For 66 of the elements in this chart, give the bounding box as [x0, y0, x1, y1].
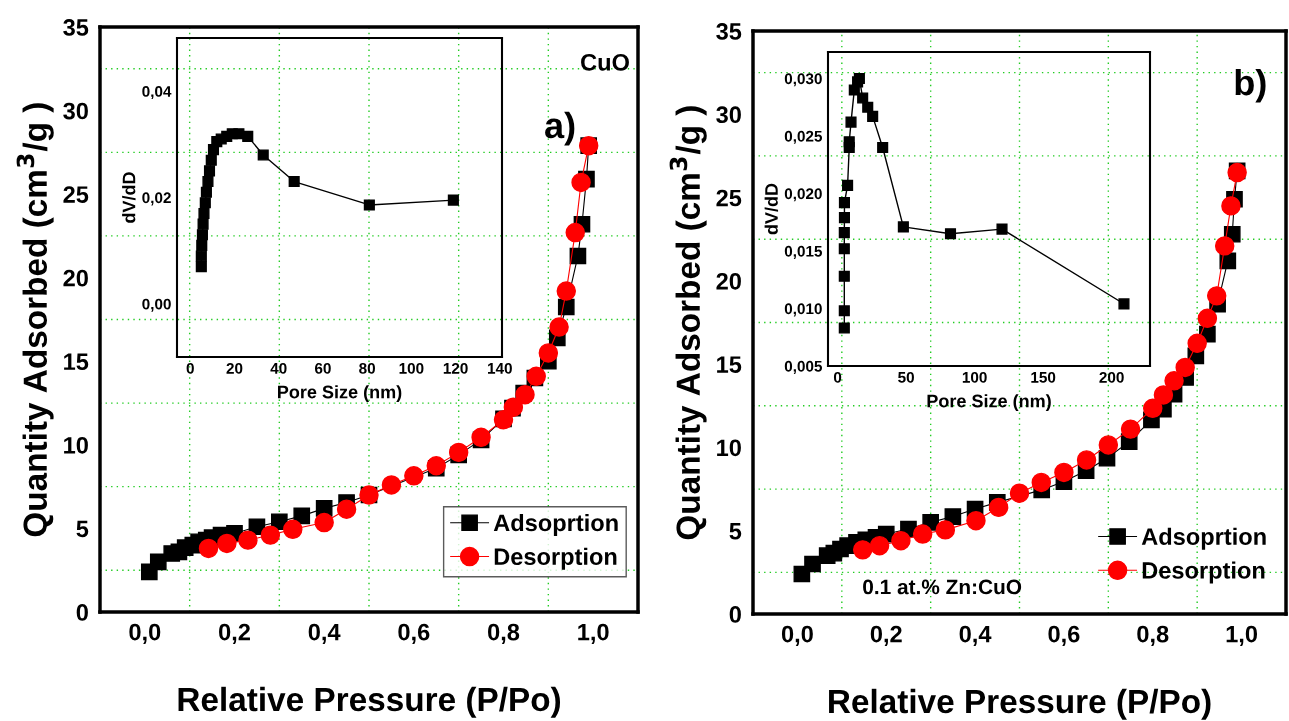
- x-tick-label: 0,0: [129, 623, 161, 644]
- x-tick-label: 20: [226, 362, 243, 374]
- y-axis-title: Quantity Adsorbed (cm$^{3}$/g ): [669, 106, 707, 540]
- x-axis-title: Pore Size (nm): [278, 385, 402, 402]
- x-axis-title: Relative Pressure (P/Po): [829, 688, 1211, 720]
- y-tick-label: 35: [716, 23, 742, 40]
- y-tick-label: 0,04: [142, 86, 172, 100]
- y-tick-label: 25: [63, 186, 89, 203]
- x-tick-label: 200: [1099, 371, 1124, 383]
- y-tick-label: 20: [63, 269, 88, 287]
- x-tick-label: 100: [962, 371, 987, 383]
- x-tick-label: 140: [488, 362, 512, 374]
- y-tick-label: 0,030: [784, 73, 822, 87]
- y-tick-label: 0,005: [784, 360, 823, 374]
- y-tick-label: 0,020: [784, 188, 822, 202]
- x-tick-label: 0,4: [959, 625, 992, 646]
- y-tick-label: 10: [64, 436, 88, 454]
- annotation: 0.1 at.% Zn:CuO: [863, 579, 1022, 595]
- y-tick-label: 0,02: [142, 192, 171, 206]
- annotation: a): [545, 111, 575, 146]
- x-tick-label: 0,4: [308, 623, 341, 644]
- y-tick-label: 5: [729, 523, 742, 540]
- x-tick-label: 40: [270, 362, 287, 374]
- x-tick-label: 0,0: [781, 625, 813, 646]
- annotation: CuO: [581, 53, 629, 71]
- x-tick-label: 100: [399, 362, 424, 374]
- legend-label: Desorption: [494, 547, 617, 570]
- x-tick-label: 0,8: [1137, 625, 1169, 646]
- annotation: b): [1235, 68, 1266, 103]
- y-tick-label: 0: [76, 604, 88, 621]
- legend-label: Adsoprtion: [493, 513, 618, 536]
- legend-label: Adsoprtion: [1141, 527, 1266, 550]
- y-tick-label: 15: [64, 353, 89, 371]
- x-tick-label: 60: [314, 362, 331, 374]
- x-tick-label: 80: [359, 362, 376, 374]
- y-tick-label: 0,00: [142, 298, 171, 312]
- y-tick-label: 35: [63, 19, 89, 36]
- y-tick-label: 20: [716, 272, 741, 290]
- x-tick-label: 0,6: [398, 623, 430, 644]
- x-tick-label: 0: [186, 362, 194, 374]
- y-axis-title: dV/dD: [122, 172, 136, 223]
- legend-label: Desorption: [1142, 561, 1265, 584]
- x-tick-label: 0,6: [1048, 625, 1080, 646]
- y-tick-label: 0: [729, 606, 741, 623]
- x-tick-label: 150: [1031, 371, 1056, 383]
- y-tick-label: 30: [63, 102, 88, 120]
- x-tick-label: 50: [898, 371, 914, 383]
- x-tick-label: 1,0: [578, 623, 609, 644]
- y-tick-label: 15: [717, 356, 742, 373]
- x-tick-label: 0,2: [219, 623, 250, 644]
- y-tick-label: 30: [716, 106, 741, 124]
- y-axis-title: Quantity Adsorbed (cm$^{3}$/g ): [16, 103, 54, 537]
- y-tick-label: 0,010: [784, 303, 822, 317]
- x-tick-label: 120: [443, 362, 468, 374]
- y-tick-label: 0,025: [784, 130, 823, 144]
- y-tick-label: 10: [717, 439, 741, 457]
- y-tick-label: 0,015: [784, 245, 823, 259]
- x-tick-label: 0,2: [870, 625, 902, 646]
- x-tick-label: 0,8: [488, 623, 520, 644]
- x-tick-label: 1,0: [1226, 625, 1258, 646]
- y-tick-label: 25: [716, 189, 742, 207]
- x-tick-label: 0: [833, 371, 842, 383]
- x-axis-title: Pore Size (nm): [927, 394, 1051, 411]
- y-axis-title: dV/dD: [764, 183, 779, 235]
- x-axis-title: Relative Pressure (P/Po): [178, 686, 561, 718]
- y-tick-label: 5: [76, 520, 89, 538]
